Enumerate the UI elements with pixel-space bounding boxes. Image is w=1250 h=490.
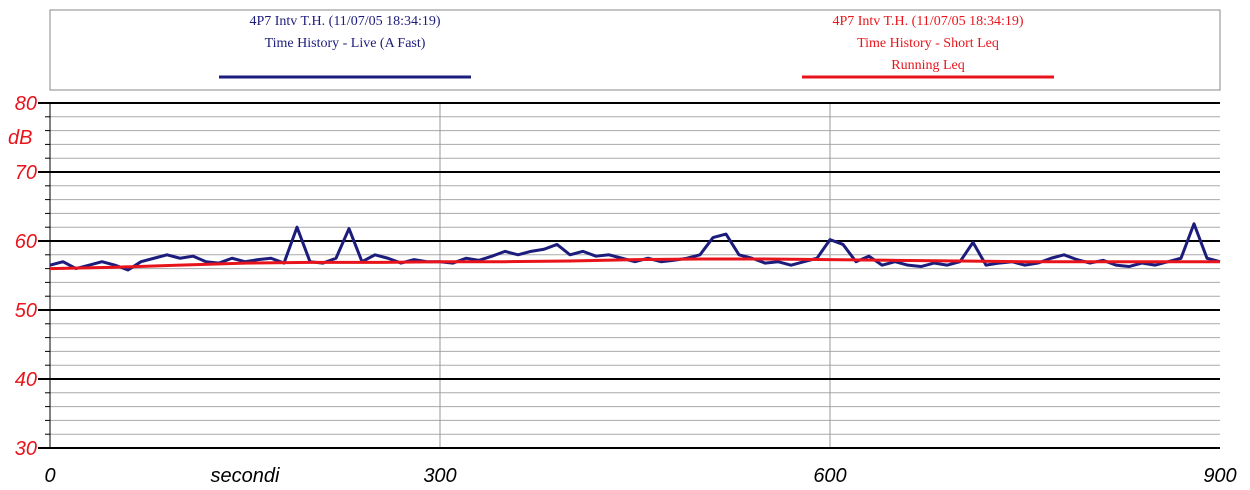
y-tick-label: 40 <box>15 369 37 391</box>
y-tick-label: 50 <box>15 300 37 322</box>
data-line <box>49 257 1220 271</box>
legend-label: Running Leq <box>891 58 965 73</box>
y-tick-label: 70 <box>15 162 37 184</box>
x-tick-label: 600 <box>813 465 846 487</box>
legend-label: Time History - Short Leq <box>857 36 999 51</box>
y-tick-label: 30 <box>15 438 37 460</box>
x-tick-label: 0 <box>44 465 55 487</box>
y-tick-label: 80 <box>15 93 37 115</box>
legend-label: 4P7 Intv T.H. (11/07/05 18:34:19) <box>249 14 440 29</box>
legend-label: 4P7 Intv T.H. (11/07/05 18:34:19) <box>832 14 1023 29</box>
x-axis-label: secondi <box>211 465 280 487</box>
x-tick-label: 300 <box>423 465 456 487</box>
y-tick-label: 60 <box>15 231 37 253</box>
x-tick-label: 900 <box>1203 465 1236 487</box>
y-axis-label: dB <box>8 127 32 149</box>
legend-label: Time History - Live (A Fast) <box>265 36 426 51</box>
